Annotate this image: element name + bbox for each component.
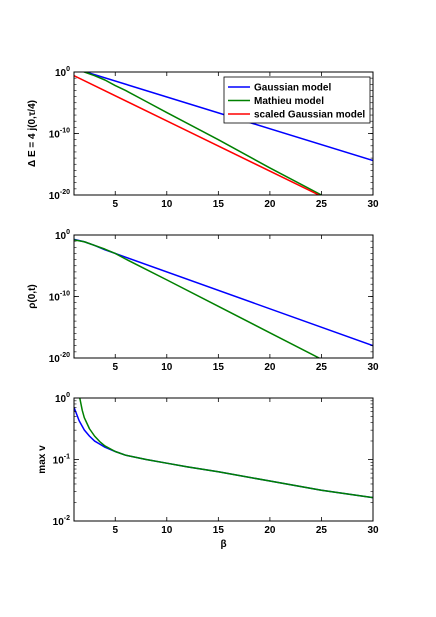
y-tick-label: 10-20 [49,189,70,202]
y-tick-base: 10 [53,517,65,528]
y-tick-base: 10 [53,456,65,467]
series-line-3 [74,75,321,195]
plot-frame [73,397,374,522]
y-tick-exponent: -20 [60,189,70,196]
x-tick-label: 20 [264,199,276,210]
series-group [74,238,373,358]
x-tick-label: 15 [213,525,225,536]
y-tick-exponent: -10 [60,291,70,298]
x-tick-label: 15 [213,199,225,210]
x-tick-label: 10 [161,525,173,536]
y-axis-label: max v [37,445,48,474]
y-tick-exponent: 0 [66,66,70,73]
legend: Gaussian model Mathieu model scaled Gaussi… [223,76,371,124]
y-tick-label: 100 [55,392,70,405]
plot-frame [73,234,374,359]
x-tick-label: 10 [161,199,173,210]
x-tick-label: 25 [316,525,328,536]
x-tick-label: 30 [367,525,379,536]
x-tick-label: 5 [112,362,118,373]
y-tick-label: 100 [55,229,70,242]
y-tick-exponent: -2 [64,515,70,522]
x-tick-label: 25 [316,362,328,373]
x-tick-label: 20 [264,525,276,536]
x-tick-label: 30 [367,199,379,210]
legend-label-3: scaled Gaussian model [254,110,365,121]
y-tick-base: 10 [49,191,61,202]
x-tick-label: 30 [367,362,379,373]
y-axis-label: Δ E = 4 j(0,τ/4) [27,100,38,167]
x-tick-label: 20 [264,362,276,373]
series-line-2 [81,72,324,195]
y-tick-exponent: -1 [64,454,70,461]
series-line-2 [74,239,321,358]
legend-label-2: Mathieu model [254,96,324,107]
y-tick-base: 10 [55,68,67,79]
y-tick-label: 100 [55,66,70,79]
y-tick-label: 10-1 [53,454,70,467]
y-tick-base: 10 [49,354,61,365]
series-group [74,398,373,499]
series-group [74,72,373,195]
y-tick-label: 10-10 [49,128,70,141]
series-line-1 [83,72,373,162]
y-axis-label: ρ(0,t) [27,284,38,309]
legend-label-1: Gaussian model [254,83,331,94]
y-tick-exponent: 0 [66,229,70,236]
x-tick-label: 25 [316,199,328,210]
y-tick-label: 10-10 [49,291,70,304]
y-tick-base: 10 [55,231,67,242]
y-tick-label: 10-2 [53,515,70,528]
x-tick-label: 5 [112,199,118,210]
x-tick-label: 15 [213,362,225,373]
y-tick-exponent: 0 [66,392,70,399]
y-tick-label: 10-20 [49,352,70,365]
x-tick-label: 5 [112,525,118,536]
x-tick-label: 10 [161,362,173,373]
y-tick-base: 10 [55,394,67,405]
y-tick-exponent: -20 [60,352,70,359]
y-tick-base: 10 [49,293,61,304]
series-line-2 [79,398,373,499]
y-tick-exponent: -10 [60,128,70,135]
y-tick-base: 10 [49,130,61,141]
x-axis-label: β [220,539,226,550]
